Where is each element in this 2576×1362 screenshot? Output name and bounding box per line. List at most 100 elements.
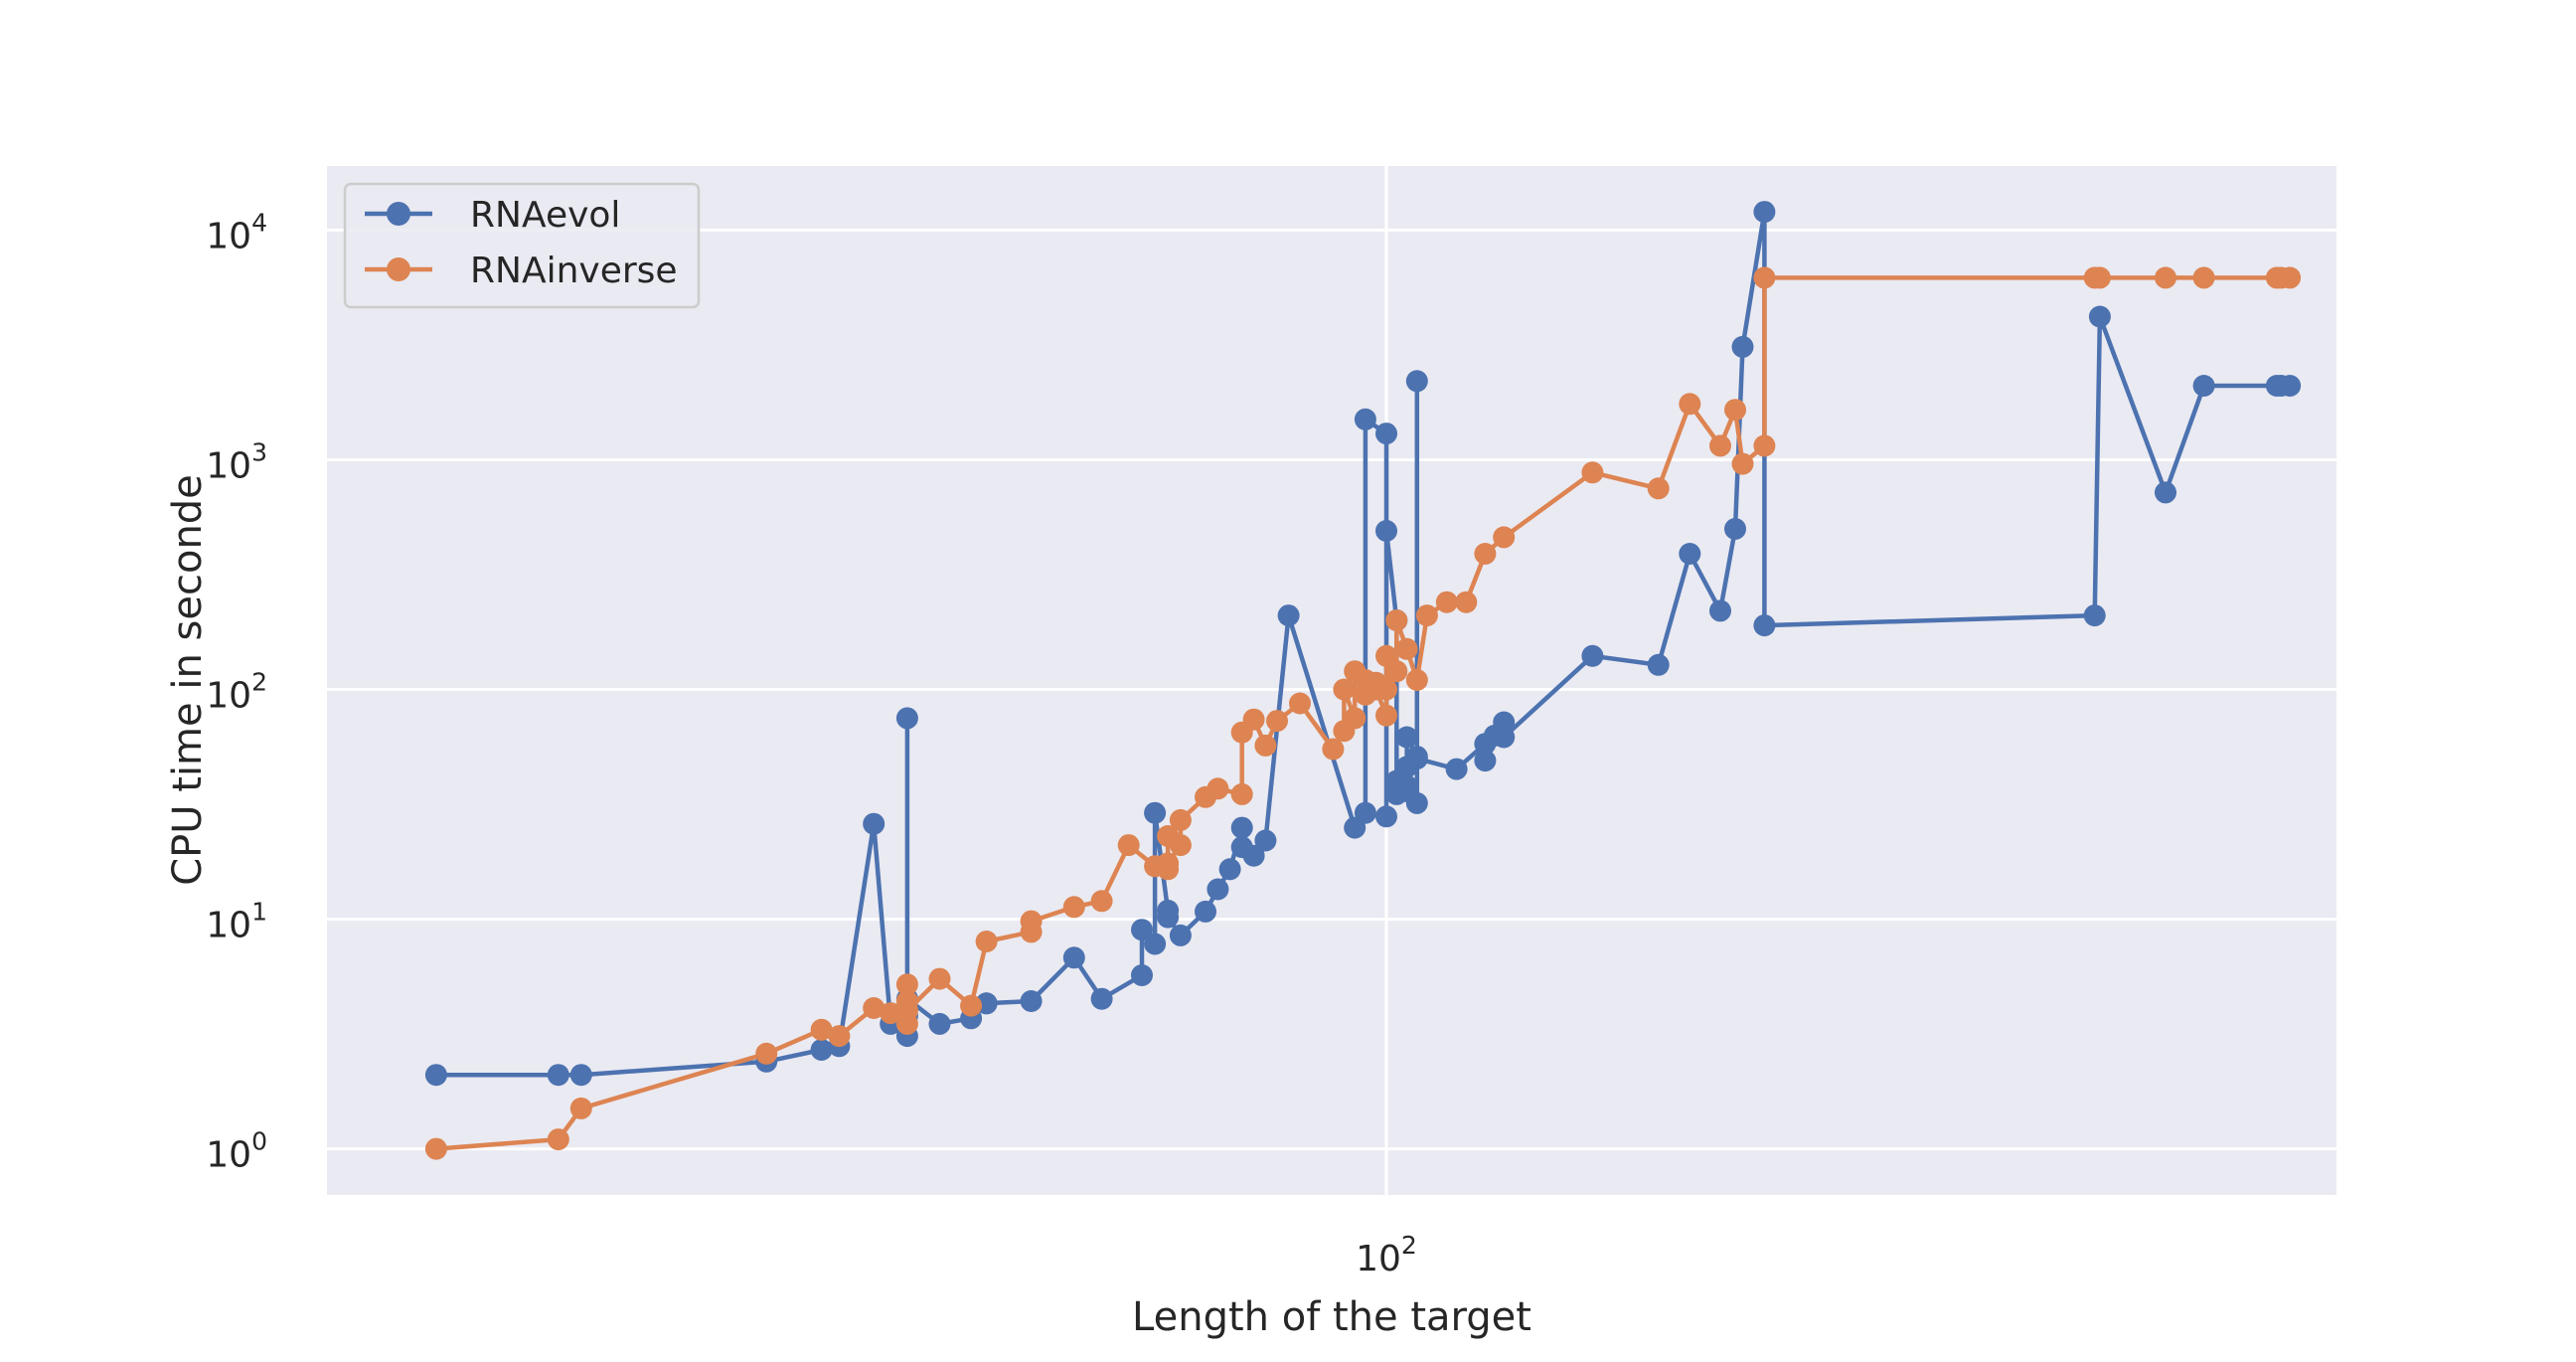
data-point-rnainverse [1415, 604, 1438, 627]
legend-label-rnaevol: RNAevol [470, 195, 620, 236]
data-point-rnaevol [1207, 878, 1229, 901]
data-point-rnaevol [1131, 964, 1153, 986]
data-point-rnainverse [1242, 708, 1265, 731]
data-point-rnainverse [1117, 834, 1140, 857]
x-tick-label: 102 [1356, 1231, 1417, 1279]
data-point-rnaevol [1493, 726, 1516, 749]
data-point-rnaevol [2083, 604, 2106, 627]
data-point-rnainverse [1090, 890, 1113, 913]
data-point-rnainverse [1230, 782, 1253, 805]
data-point-rnainverse [1169, 808, 1192, 831]
y-tick-labels: 100 101 102 103 104 [206, 208, 267, 1175]
data-point-rnainverse [1322, 738, 1345, 761]
data-point-rnainverse [547, 1128, 569, 1151]
data-point-rnainverse [1169, 834, 1192, 857]
data-point-rnaevol [1131, 919, 1153, 941]
data-point-rnainverse [1435, 591, 1458, 613]
data-point-rnaevol [895, 707, 918, 730]
data-point-rnainverse [1266, 710, 1288, 733]
data-point-rnainverse [1731, 452, 1754, 475]
data-point-rnainverse [2155, 266, 2176, 289]
data-point-rnaevol [1679, 543, 1701, 565]
data-point-rnaevol [1230, 816, 1253, 839]
data-point-rnainverse [569, 1097, 592, 1119]
y-axis-label: CPU time in seconde [165, 474, 211, 886]
data-point-rnaevol [2088, 305, 2111, 328]
data-point-rnaevol [1354, 408, 1376, 430]
data-point-rnaevol [1062, 946, 1085, 969]
legend-label-rnainverse: RNAinverse [470, 251, 678, 291]
data-point-rnainverse [1062, 896, 1085, 919]
data-point-rnainverse [975, 931, 998, 952]
data-point-rnaevol [1195, 900, 1216, 923]
data-point-rnainverse [1344, 707, 1367, 730]
data-point-rnaevol [424, 1064, 447, 1087]
data-point-rnainverse [1385, 660, 1408, 683]
data-point-rnainverse [2279, 266, 2302, 289]
data-point-rnaevol [1144, 801, 1167, 824]
data-point-rnainverse [1709, 434, 1731, 457]
data-point-rnaevol [1581, 644, 1604, 667]
data-point-rnaevol [2279, 375, 2302, 397]
data-point-rnainverse [1395, 637, 1418, 660]
plot-background [327, 166, 2336, 1195]
data-point-rnaevol [1169, 924, 1192, 946]
data-point-rnainverse [1405, 669, 1428, 691]
data-point-rnaevol [2155, 481, 2176, 504]
legend: RNAevol RNAinverse [343, 182, 701, 309]
data-point-rnaevol [1753, 614, 1776, 637]
data-point-rnaevol [2192, 375, 2215, 397]
data-point-rnainverse [1020, 910, 1043, 933]
data-point-rnaevol [1090, 987, 1113, 1010]
data-point-rnainverse [1474, 543, 1497, 565]
data-point-rnaevol [547, 1064, 569, 1087]
data-point-rnaevol [1405, 791, 1428, 814]
data-point-rnaevol [810, 1039, 833, 1061]
data-point-rnainverse [1375, 678, 1397, 701]
data-point-rnaevol [863, 812, 886, 835]
y-tick-label: 102 [206, 668, 267, 717]
data-point-rnaevol [1724, 518, 1746, 540]
x-axis-label: Length of the target [1132, 1294, 1531, 1340]
data-point-rnainverse [960, 994, 983, 1017]
data-point-rnainverse [1375, 704, 1397, 727]
y-tick-label: 103 [206, 437, 267, 486]
data-point-rnainverse [2088, 266, 2111, 289]
data-point-rnaevol [1375, 423, 1397, 445]
x-tick-labels: 102 [1356, 1231, 1417, 1279]
data-point-rnaevol [1375, 520, 1397, 542]
data-point-rnainverse [424, 1137, 447, 1160]
data-point-rnaevol [1647, 653, 1670, 676]
data-point-rnaevol [1020, 990, 1043, 1012]
data-point-rnainverse [828, 1025, 851, 1048]
data-point-rnainverse [1679, 393, 1701, 416]
data-point-rnainverse [1157, 852, 1180, 875]
data-point-rnainverse [1753, 434, 1776, 457]
data-point-rnainverse [1289, 692, 1311, 715]
data-point-rnainverse [1254, 734, 1277, 757]
data-point-rnaevol [1405, 370, 1428, 393]
data-point-rnainverse [1375, 644, 1397, 667]
y-tick-label: 101 [206, 898, 267, 946]
data-point-rnainverse [895, 999, 918, 1022]
y-tick-label: 104 [206, 208, 267, 256]
data-point-rnainverse [928, 967, 951, 990]
data-point-rnaevol [1395, 726, 1418, 749]
legend-marker-rnainverse [387, 257, 410, 281]
data-point-rnainverse [810, 1018, 833, 1041]
data-point-rnainverse [1207, 777, 1229, 800]
data-point-rnainverse [1385, 609, 1408, 631]
data-point-rnaevol [1157, 906, 1180, 929]
data-point-rnaevol [1354, 801, 1376, 824]
y-tick-label: 100 [206, 1127, 267, 1176]
data-point-rnaevol [1218, 858, 1241, 881]
data-point-rnaevol [1277, 604, 1300, 627]
data-point-rnainverse [1493, 526, 1516, 549]
data-point-rnaevol [1254, 829, 1277, 852]
legend-marker-rnaevol [387, 202, 410, 226]
data-point-rnaevol [1731, 335, 1754, 358]
series-rnainverse [424, 266, 2302, 1160]
data-point-rnainverse [880, 1002, 902, 1025]
